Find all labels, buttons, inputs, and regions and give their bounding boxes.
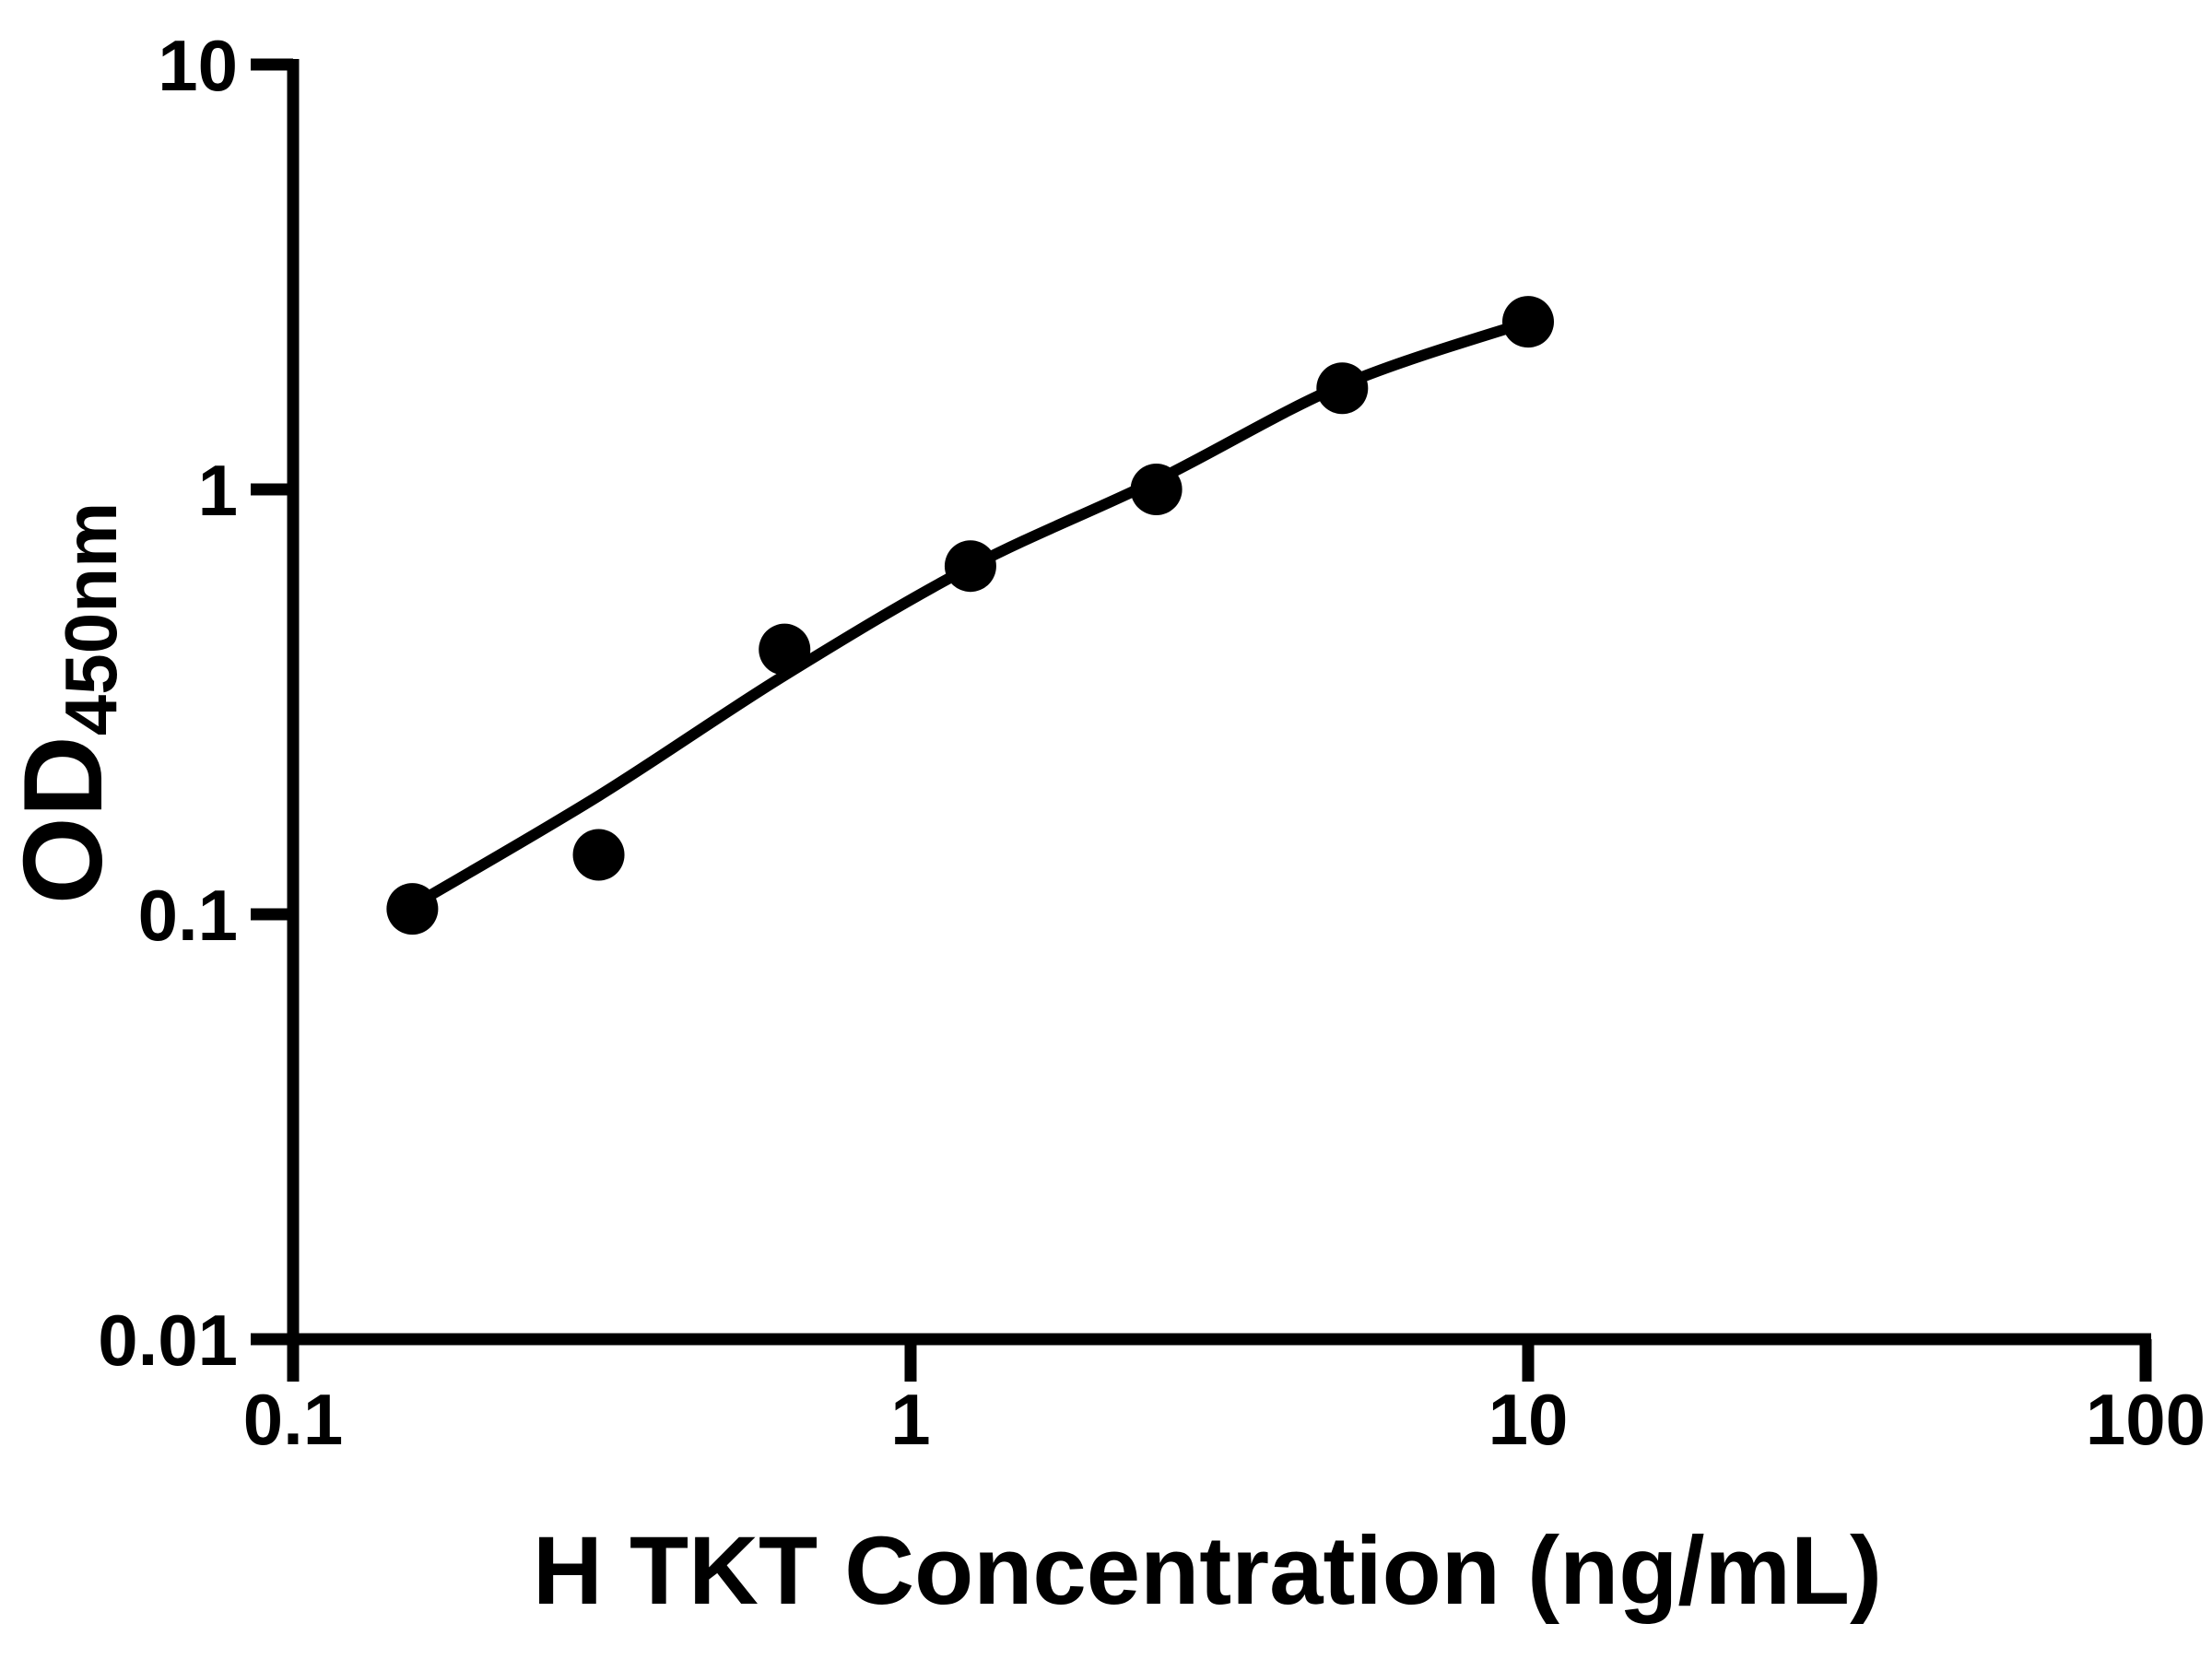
- data-point: [386, 883, 439, 935]
- y-axis-title: OD450nm: [0, 502, 132, 904]
- y-tick-label: 1: [198, 450, 238, 531]
- y-axis-title-main: OD: [0, 735, 125, 905]
- x-axis-title: H TKT Concentration (ng/mL): [532, 1517, 1883, 1625]
- y-tick-label: 0.01: [98, 1300, 238, 1381]
- data-point: [1316, 362, 1369, 415]
- y-tick-label: 10: [158, 25, 238, 106]
- y-tick-label: 0.1: [138, 875, 238, 956]
- data-point: [572, 829, 625, 881]
- x-tick-label: 0.1: [243, 1379, 343, 1460]
- data-point: [1502, 296, 1554, 348]
- x-tick-label: 1: [890, 1379, 930, 1460]
- data-point: [1130, 464, 1182, 515]
- fit-curve: [413, 316, 1534, 908]
- data-point: [944, 540, 996, 593]
- data-point: [759, 623, 811, 676]
- x-tick-label: 100: [2086, 1379, 2206, 1460]
- x-tick-label: 10: [1488, 1379, 1569, 1460]
- y-axis-title-sub: 450nm: [50, 501, 132, 736]
